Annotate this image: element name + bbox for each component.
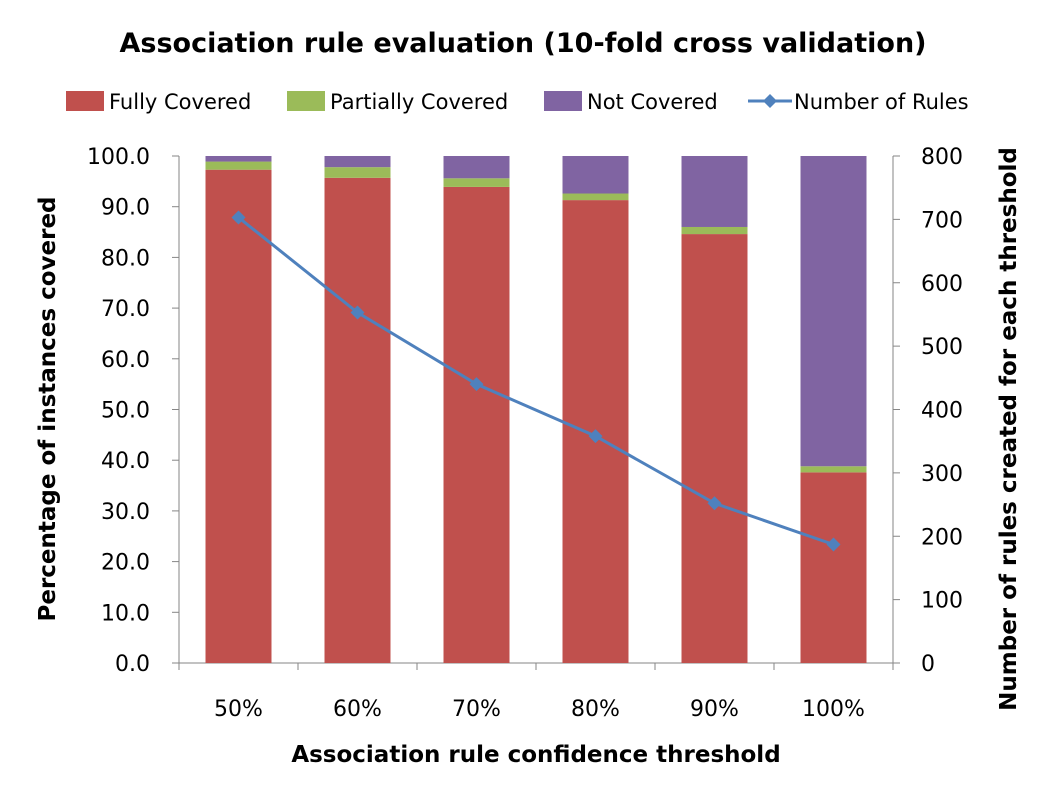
- bar-partially-covered: [562, 193, 629, 201]
- bar-not-covered: [443, 156, 510, 179]
- bar-not-covered: [681, 156, 748, 227]
- y2-tick-label: 400: [921, 399, 963, 424]
- line-marker: [588, 429, 603, 444]
- bar-fully-covered: [205, 169, 272, 663]
- bar-not-covered: [205, 156, 272, 162]
- x-tick-label: 60%: [333, 697, 382, 722]
- legend-marker-number-of-rules: [763, 94, 777, 108]
- legend-swatch-not-covered: [544, 91, 582, 111]
- y-tick-label: 40.0: [101, 449, 150, 474]
- legend-label-not-covered: Not Covered: [587, 90, 718, 114]
- y-tick-label: 50.0: [101, 399, 150, 424]
- line-marker: [826, 537, 841, 552]
- bar-not-covered: [324, 156, 391, 168]
- y2-axis-title: Number of rules created for each thresho…: [996, 147, 1022, 711]
- y-tick-label: 90.0: [101, 196, 150, 221]
- y-tick-label: 30.0: [101, 500, 150, 525]
- x-tick-label: 100%: [802, 697, 865, 722]
- y-tick-label: 80.0: [101, 246, 150, 271]
- bar-partially-covered: [800, 466, 867, 473]
- y-tick-label: 10.0: [101, 601, 150, 626]
- x-tick-label: 90%: [690, 697, 739, 722]
- y2-tick-label: 200: [921, 525, 963, 550]
- line-marker: [350, 305, 365, 320]
- bar-partially-covered: [205, 161, 272, 170]
- bar-fully-covered: [681, 234, 748, 663]
- legend-swatch-fully-covered: [66, 91, 104, 111]
- legend-label-number-of-rules: Number of Rules: [794, 90, 969, 114]
- line-marker: [469, 377, 484, 392]
- x-tick-label: 70%: [452, 697, 501, 722]
- y2-tick-label: 500: [921, 335, 963, 360]
- line-number-of-rules: [237, 216, 834, 546]
- y2-tick-label: 800: [921, 145, 963, 170]
- bar-fully-covered: [324, 177, 391, 663]
- bar-fully-covered: [800, 472, 867, 663]
- bar-partially-covered: [681, 226, 748, 235]
- x-tick-label: 50%: [214, 697, 263, 722]
- x-tick-label: 80%: [571, 697, 620, 722]
- legend-swatch-partially-covered: [287, 91, 325, 111]
- bar-not-covered: [562, 156, 629, 194]
- y2-tick-label: 100: [921, 589, 963, 614]
- line-marker: [707, 496, 722, 511]
- y-axis-title: Percentage of instances covered: [35, 196, 61, 621]
- legend-label-fully-covered: Fully Covered: [109, 90, 251, 114]
- legend-label-partially-covered: Partially Covered: [330, 90, 508, 114]
- y-tick-label: 100.0: [87, 145, 150, 170]
- bar-fully-covered: [443, 186, 510, 663]
- line-series: [231, 210, 841, 552]
- x-axis-title: Association rule confidence threshold: [291, 742, 780, 768]
- bar-partially-covered: [324, 167, 391, 178]
- y2-tick-label: 600: [921, 272, 963, 297]
- tick-labels: 0.0 10.0 20.0 30.0 40.0 50.0 60.0 70.0 80.0 90.0 1…: [87, 145, 963, 722]
- bar-partially-covered: [443, 178, 510, 187]
- line-marker: [231, 210, 246, 225]
- axes: [172, 155, 900, 670]
- y-tick-label: 60.0: [101, 348, 150, 373]
- y2-tick-label: 700: [921, 208, 963, 233]
- y-tick-label: 20.0: [101, 551, 150, 576]
- chart-title: Association rule evaluation (10-fold cro…: [119, 28, 926, 59]
- y2-tick-label: 0: [921, 652, 935, 677]
- bar-not-covered: [800, 156, 867, 467]
- y-tick-label: 70.0: [101, 297, 150, 322]
- legend: Fully Covered Partially Covered Not Covere…: [66, 90, 969, 114]
- y-tick-label: 0.0: [115, 652, 150, 677]
- y2-tick-label: 300: [921, 462, 963, 487]
